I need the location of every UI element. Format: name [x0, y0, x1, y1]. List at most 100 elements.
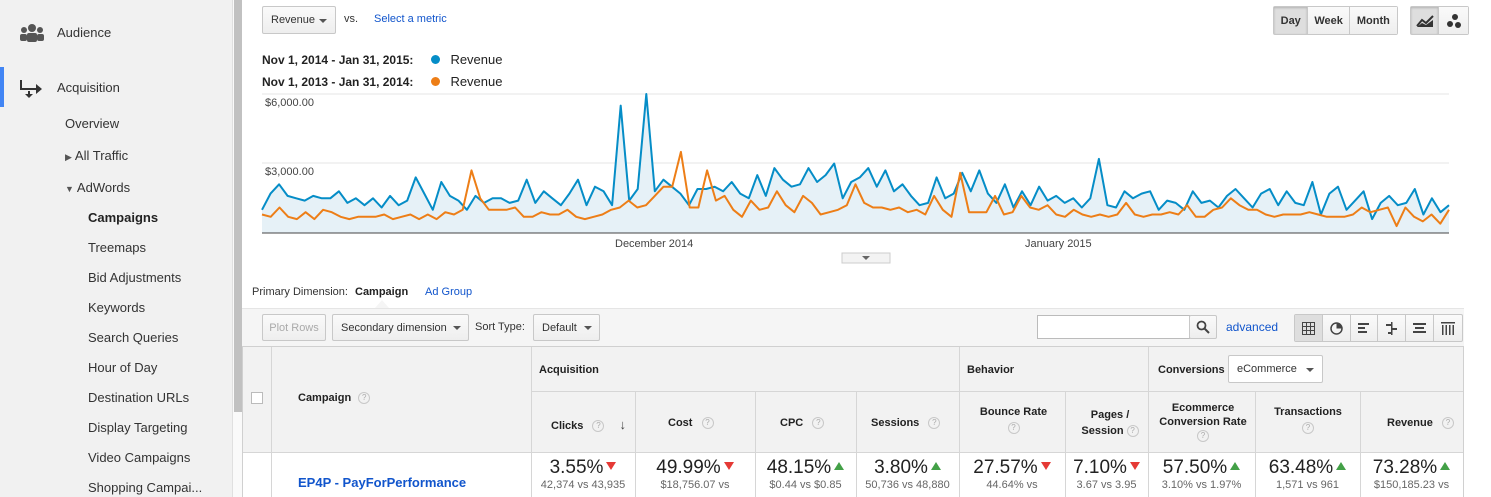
pivot-view-button[interactable] — [1434, 315, 1462, 341]
period-day-button[interactable]: Day — [1274, 7, 1309, 34]
column-header-clicks[interactable]: Clicks ? ↓ — [551, 417, 626, 433]
secondary-dimension-select[interactable]: Secondary dimension — [332, 314, 469, 341]
sidebar-item-overview[interactable]: Overview — [65, 116, 120, 131]
select-all-checkbox[interactable] — [251, 392, 263, 404]
legend-current: Nov 1, 2014 - Jan 31, 2015: Revenue — [262, 52, 502, 67]
campaign-name-link[interactable]: EP4P - PayForPerformance — [298, 475, 467, 490]
sidebar-item-keywords[interactable]: Keywords — [88, 300, 146, 315]
metric-select[interactable]: Revenue — [262, 6, 336, 34]
help-icon[interactable]: ? — [1007, 422, 1020, 434]
conversions-type-value: eCommerce — [1237, 363, 1297, 375]
column-header-bounce-rate[interactable]: Bounce Rate ? — [961, 406, 1066, 434]
advanced-filter-link[interactable]: advanced — [1226, 320, 1279, 334]
help-icon[interactable]: ? — [928, 417, 941, 430]
acquisition-icon — [20, 80, 42, 98]
comparison-view-button[interactable] — [1378, 315, 1407, 341]
help-icon[interactable]: ? — [1441, 417, 1454, 430]
motion-chart-icon — [1446, 13, 1461, 28]
arrow-up-icon — [1230, 462, 1241, 470]
sidebar-item-shopping-campaigns[interactable]: Shopping Campai... — [88, 480, 203, 495]
sidebar-item-treemaps[interactable]: Treemaps — [88, 240, 147, 255]
period-month-button[interactable]: Month — [1349, 7, 1397, 34]
sidebar-item-hour-of-day[interactable]: Hour of Day — [88, 360, 158, 375]
help-icon[interactable]: ? — [1126, 425, 1139, 438]
legend-series: Revenue — [450, 74, 503, 89]
comparison-values: 50,736 vs 48,880 — [865, 479, 950, 491]
change-percent: 49.99% — [656, 457, 721, 478]
help-icon[interactable]: ? — [1302, 422, 1314, 434]
column-header-transactions[interactable]: Transactions ? — [1256, 406, 1360, 434]
sidebar-item-video-campaigns[interactable]: Video Campaigns — [88, 450, 191, 465]
help-icon[interactable]: ? — [812, 417, 825, 430]
motion-chart-button[interactable] — [1439, 7, 1468, 34]
column-header-ecommerce-conversion-rate[interactable]: Ecommerce Conversion Rate ? — [1153, 401, 1253, 443]
sidebar-scrollbar[interactable] — [232, 0, 242, 497]
table-search-input[interactable] — [1037, 315, 1190, 339]
sort-type-select[interactable]: Default — [533, 314, 600, 341]
sidebar-item-search-queries[interactable]: Search Queries — [88, 330, 179, 345]
period-week-button[interactable]: Week — [1308, 7, 1350, 34]
sidebar-item-acquisition[interactable]: Acquisition — [0, 67, 232, 107]
cell-clicks: 3.55% 42,374 vs 43,935 — [531, 457, 635, 491]
column-label: Revenue — [1387, 417, 1433, 429]
arrow-down-icon — [1129, 462, 1140, 470]
legend-range: Nov 1, 2014 - Jan 31, 2015: — [262, 52, 414, 67]
sidebar-item-destination-urls[interactable]: Destination URLs — [88, 390, 190, 405]
conversions-type-select[interactable]: eCommerce — [1228, 355, 1323, 383]
scrollbar-thumb[interactable] — [234, 0, 242, 412]
primary-dimension-label: Primary Dimension: — [252, 286, 348, 298]
sidebar-item-bid-adjustments[interactable]: Bid Adjustments — [88, 270, 182, 285]
column-header-pages-session[interactable]: Pages / Session ? — [1075, 407, 1145, 439]
term-cloud-view-button[interactable] — [1406, 315, 1435, 341]
arrow-up-icon — [1440, 462, 1451, 470]
help-icon[interactable]: ? — [358, 392, 371, 405]
series-line-0 — [261, 93, 1450, 221]
active-tab-pointer — [375, 300, 389, 308]
sidebar-item-campaigns[interactable]: Campaigns — [88, 210, 159, 225]
change-percent: 63.48% — [1268, 457, 1334, 478]
y-tick-label: $6,000.00 — [265, 97, 314, 109]
audience-icon — [20, 24, 44, 42]
sort-type-label: Sort Type: — [475, 321, 525, 333]
secondary-dimension-value: Secondary dimension — [341, 321, 447, 334]
chart-type-selector — [1410, 6, 1469, 35]
sidebar-item-audience[interactable]: Audience — [0, 12, 232, 52]
data-table: Campaign ? Acquisition Behavior Conversi… — [242, 346, 1464, 497]
campaign-header[interactable]: Campaign ? — [298, 392, 371, 405]
chevron-down-icon — [1306, 368, 1314, 372]
help-icon[interactable]: ? — [592, 420, 605, 433]
column-label: Transactions — [1274, 406, 1342, 418]
column-header-sessions[interactable]: Sessions ? — [871, 417, 941, 430]
help-icon[interactable]: ? — [701, 417, 714, 430]
arrow-down-icon — [606, 462, 617, 470]
column-label: Ecommerce Conversion Rate — [1159, 402, 1247, 428]
search-button[interactable] — [1189, 315, 1217, 339]
column-header-cost[interactable]: Cost ? — [668, 417, 714, 430]
sidebar-item-label: AdWords — [76, 180, 131, 195]
change-percent: 73.28% — [1372, 457, 1438, 478]
cell-revenue: 73.28% $150,185.23 vs — [1360, 457, 1463, 491]
plot-rows-button[interactable]: Plot Rows — [262, 314, 326, 341]
legend-dot-blue — [431, 55, 441, 64]
comparison-values: $150,185.23 vs — [1373, 479, 1450, 491]
performance-view-button[interactable] — [1351, 315, 1379, 341]
comparison-values: $0.44 vs $0.85 — [769, 479, 842, 491]
sidebar-item-all-traffic[interactable]: ▶ All Traffic — [65, 148, 128, 163]
line-chart-icon — [1415, 14, 1434, 27]
line-chart-button[interactable] — [1411, 7, 1440, 34]
column-label: Sessions — [871, 417, 920, 429]
table-row — [243, 453, 1463, 497]
conversions-group-header: Conversions — [1158, 364, 1225, 376]
select-metric-link[interactable]: Select a metric — [374, 13, 447, 25]
revenue-chart: $6,000.00 $3,000.00 December 2014 Januar… — [261, 93, 1450, 264]
help-icon[interactable]: ? — [1197, 430, 1209, 443]
sidebar-item-display-targeting[interactable]: Display Targeting — [88, 420, 188, 435]
sidebar-item-adwords[interactable]: ▼ AdWords — [65, 180, 130, 195]
dimension-ad-group-tab[interactable]: Ad Group — [425, 286, 473, 298]
column-header-revenue[interactable]: Revenue ? — [1387, 417, 1454, 430]
column-header-cpc[interactable]: CPC ? — [780, 417, 825, 430]
table-view-button[interactable] — [1295, 315, 1323, 341]
change-percent: 48.15% — [766, 457, 832, 478]
dimension-campaign-tab[interactable]: Campaign — [355, 286, 409, 298]
pie-view-button[interactable] — [1323, 315, 1351, 341]
